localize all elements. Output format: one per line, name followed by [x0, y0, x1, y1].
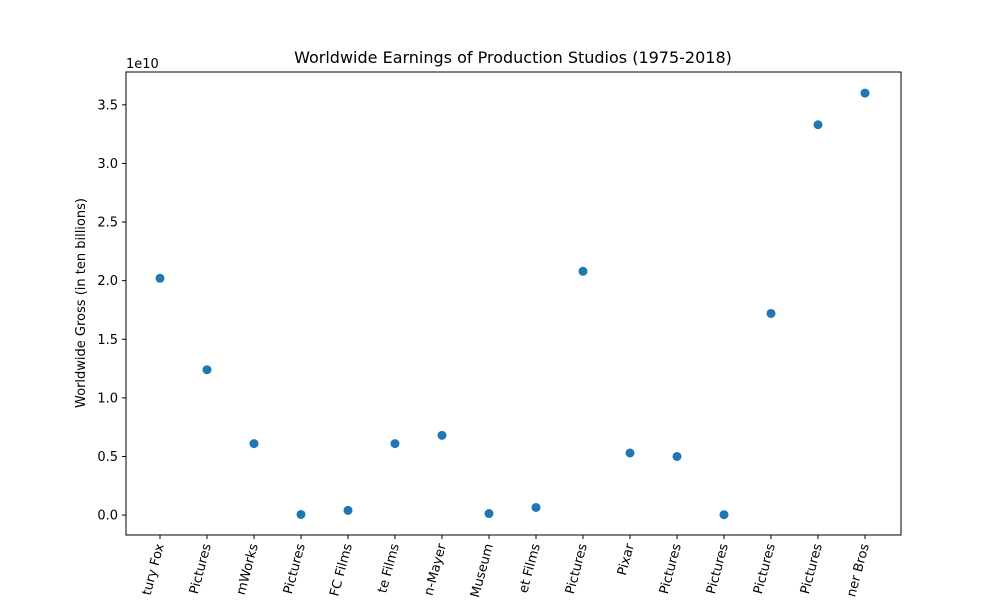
data-point [202, 365, 212, 375]
plot-area-frame [125, 71, 902, 536]
x-tick-label: Pictures [563, 542, 591, 596]
x-tick-label: Museum [468, 542, 497, 599]
y-tick-label: 3.0 [97, 157, 118, 172]
y-axis: 0.0 0.5 1.0 1.5 2.0 2.5 3.0 3.5 [97, 98, 126, 524]
x-tick-label: Pictures [751, 542, 779, 596]
y-tick-label: 0.0 [97, 509, 118, 524]
y-axis-label: Worldwide Gross (in ten billions) [74, 198, 89, 408]
x-tick-label: FC Films [327, 542, 355, 598]
x-tick-label: te Films [375, 542, 403, 595]
x-tick-label: tury Fox [140, 542, 168, 597]
data-point [390, 439, 400, 449]
x-tick-label: Pictures [657, 542, 685, 596]
chart-title: Worldwide Earnings of Production Studios… [294, 48, 732, 67]
data-point [672, 451, 682, 461]
x-tick-label: Pictures [187, 542, 215, 596]
x-tick-label: et Films [516, 542, 544, 595]
data-point [437, 430, 447, 440]
x-tick-label: Pixar [615, 542, 638, 578]
data-point [578, 266, 588, 276]
y-tick-label: 0.5 [97, 450, 118, 465]
data-point [343, 505, 353, 515]
x-tick-label: Pictures [281, 542, 309, 596]
x-tick-label: Pictures [704, 542, 732, 596]
data-point [719, 510, 729, 520]
data-point [155, 273, 165, 283]
y-tick-label: 2.0 [97, 274, 118, 289]
x-tick-label: Pictures [798, 542, 826, 596]
y-tick-label: 3.5 [97, 98, 118, 113]
x-tick-label: n-Mayer [422, 542, 450, 598]
data-point [484, 509, 494, 519]
data-point [860, 88, 870, 98]
y-tick-label: 2.5 [97, 216, 118, 231]
y-tick-label: 1.5 [97, 333, 118, 348]
data-point [249, 439, 259, 449]
data-point [766, 308, 776, 318]
x-tick-label: ner Bros [844, 542, 873, 599]
data-point [296, 509, 306, 519]
data-point [531, 502, 541, 512]
x-tick-label: mWorks [234, 542, 262, 597]
data-points [155, 88, 870, 520]
y-tick-label: 1.0 [97, 391, 118, 406]
data-point [625, 448, 635, 458]
y-axis-offset-label: 1e10 [126, 57, 159, 72]
data-point [813, 120, 823, 130]
x-axis: tury Fox Pictures mWorks Pictures FC Films te… [140, 535, 873, 599]
